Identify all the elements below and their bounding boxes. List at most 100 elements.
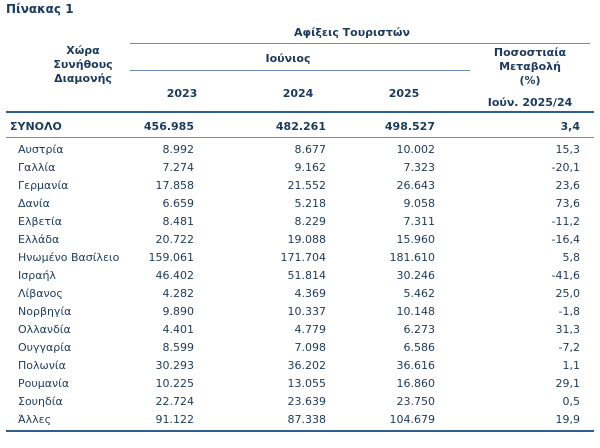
pct-period-header: Ιούν. 2025/24 bbox=[487, 96, 573, 109]
value-2025: 9.058 bbox=[403, 197, 436, 210]
value-2023: 20.722 bbox=[155, 233, 195, 246]
month-rule bbox=[130, 70, 470, 71]
country-name: Αυστρία bbox=[18, 143, 64, 156]
value-2023: 91.122 bbox=[155, 413, 195, 426]
value-2023: 7.274 bbox=[162, 161, 195, 174]
value-2023: 6.659 bbox=[162, 197, 195, 210]
country-name: Ισραήλ bbox=[18, 269, 56, 282]
value-2025: 15.960 bbox=[396, 233, 436, 246]
value-2025: 7.311 bbox=[403, 215, 436, 228]
pct-change: -16,4 bbox=[551, 233, 580, 246]
value-2024: 9.162 bbox=[294, 161, 327, 174]
value-2025: 26.643 bbox=[396, 179, 436, 192]
month-header: Ιούνιος bbox=[265, 52, 311, 65]
value-2023: 46.402 bbox=[155, 269, 195, 282]
country-name: Γαλλία bbox=[18, 161, 56, 174]
value-2023: 10.225 bbox=[155, 377, 195, 390]
pct-change: -41,6 bbox=[551, 269, 580, 282]
table-title: Πίνακας 1 bbox=[6, 2, 74, 16]
value-2025: 7.323 bbox=[403, 161, 436, 174]
value-2025: 36.616 bbox=[396, 359, 436, 372]
pct-header-line-3: (%) bbox=[519, 74, 541, 87]
value-2024: 4.779 bbox=[294, 323, 327, 336]
value-2024: 7.098 bbox=[294, 341, 327, 354]
pct-column-header: Ποσοστιαία Μεταβολή (%) bbox=[470, 46, 590, 88]
pct-header-line-1: Ποσοστιαία bbox=[493, 46, 567, 59]
value-2024: 51.814 bbox=[287, 269, 327, 282]
pct-change: 5,8 bbox=[562, 251, 581, 264]
value-2024: 171.704 bbox=[280, 251, 327, 264]
value-2025: 6.273 bbox=[403, 323, 436, 336]
arrivals-group-rule bbox=[130, 43, 590, 44]
country-name: Γερμανία bbox=[18, 179, 69, 192]
pct-change: 1,1 bbox=[562, 359, 581, 372]
value-2023: 159.061 bbox=[148, 251, 195, 264]
value-2024: 13.055 bbox=[287, 377, 327, 390]
country-header-line-2: Συνήθους bbox=[53, 58, 113, 71]
pct-change: 15,3 bbox=[555, 143, 581, 156]
total-label: ΣΥΝΟΛΟ bbox=[10, 120, 62, 133]
value-2024: 21.552 bbox=[287, 179, 327, 192]
pct-header-line-2: Μεταβολή bbox=[499, 60, 561, 73]
value-2023: 8.992 bbox=[162, 143, 195, 156]
pct-change: -1,8 bbox=[558, 305, 580, 318]
total-pct-change: 3,4 bbox=[560, 120, 581, 133]
country-name: Ολλανδία bbox=[18, 323, 71, 336]
value-2024: 8.677 bbox=[294, 143, 327, 156]
table-bottom-rule bbox=[6, 430, 594, 432]
country-name: Άλλες bbox=[18, 413, 52, 426]
value-2025: 104.679 bbox=[389, 413, 436, 426]
value-2024: 23.639 bbox=[287, 395, 327, 408]
value-2023: 17.858 bbox=[155, 179, 195, 192]
value-2025: 23.750 bbox=[396, 395, 436, 408]
country-name: Ρουμανία bbox=[18, 377, 70, 390]
value-2023: 9.890 bbox=[162, 305, 195, 318]
arrivals-group-header: Αφίξεις Τουριστών bbox=[294, 26, 410, 39]
value-2025: 10.002 bbox=[396, 143, 436, 156]
pct-change: -7,2 bbox=[558, 341, 580, 354]
country-name: Ηνωμένο Βασίλειο bbox=[18, 251, 120, 264]
header-bottom-rule bbox=[6, 111, 594, 113]
value-2025: 181.610 bbox=[389, 251, 436, 264]
pct-change: 25,0 bbox=[555, 287, 581, 300]
value-2023: 22.724 bbox=[155, 395, 195, 408]
country-header-line-1: Χώρα bbox=[66, 44, 100, 57]
pct-change: 23,6 bbox=[555, 179, 581, 192]
value-2023: 8.481 bbox=[162, 215, 195, 228]
value-2025: 6.586 bbox=[403, 341, 436, 354]
pct-change: -20,1 bbox=[551, 161, 580, 174]
value-2024: 36.202 bbox=[287, 359, 327, 372]
pct-change: -11,2 bbox=[551, 215, 580, 228]
year-header-2025: 2025 bbox=[388, 87, 420, 100]
year-header-2023: 2023 bbox=[166, 87, 198, 100]
country-name: Νορβηγία bbox=[18, 305, 72, 318]
country-name: Λίβανος bbox=[18, 287, 63, 300]
pct-change: 31,3 bbox=[555, 323, 581, 336]
pct-change: 0,5 bbox=[562, 395, 581, 408]
value-2024: 8.229 bbox=[294, 215, 327, 228]
country-column-header: Χώρα Συνήθους Διαμονής bbox=[18, 44, 148, 86]
value-2023: 8.599 bbox=[162, 341, 195, 354]
value-2023: 30.293 bbox=[155, 359, 195, 372]
country-name: Ελβετία bbox=[18, 215, 63, 228]
year-header-2024: 2024 bbox=[282, 87, 314, 100]
value-2023: 4.401 bbox=[162, 323, 195, 336]
total-2024: 482.261 bbox=[275, 120, 326, 133]
value-2024: 87.338 bbox=[287, 413, 327, 426]
total-rule bbox=[6, 137, 594, 138]
value-2024: 4.369 bbox=[294, 287, 327, 300]
value-2023: 4.282 bbox=[162, 287, 195, 300]
value-2024: 10.337 bbox=[287, 305, 327, 318]
value-2025: 5.462 bbox=[403, 287, 436, 300]
value-2024: 19.088 bbox=[287, 233, 327, 246]
pct-change: 19,9 bbox=[555, 413, 581, 426]
value-2025: 16.860 bbox=[396, 377, 436, 390]
value-2024: 5.218 bbox=[294, 197, 327, 210]
value-2025: 10.148 bbox=[396, 305, 436, 318]
country-name: Δανία bbox=[18, 197, 50, 210]
pct-change: 29,1 bbox=[555, 377, 581, 390]
country-name: Πολωνία bbox=[18, 359, 66, 372]
country-header-line-3: Διαμονής bbox=[54, 72, 112, 85]
value-2025: 30.246 bbox=[396, 269, 436, 282]
total-2023: 456.985 bbox=[143, 120, 194, 133]
